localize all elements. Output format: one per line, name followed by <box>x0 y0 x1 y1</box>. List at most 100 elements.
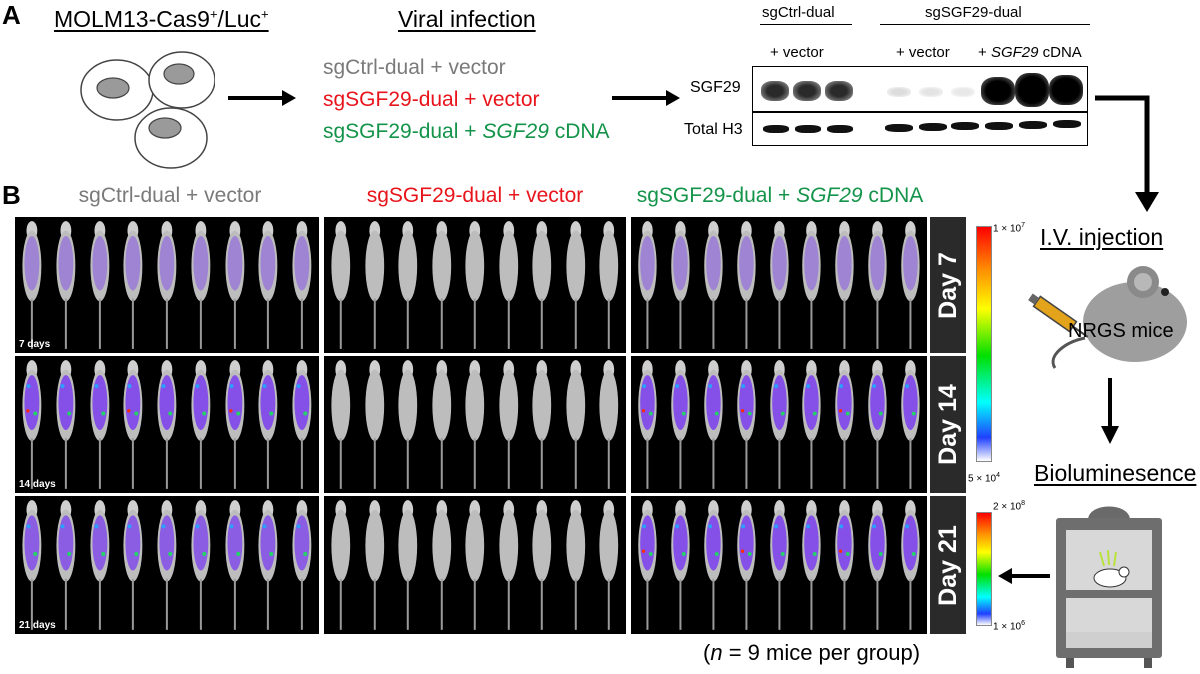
mouse <box>835 360 854 489</box>
mouse <box>499 221 518 349</box>
sample-size-note: (n = 9 mice per group) <box>703 640 920 666</box>
scale-2-min-base: 1 × 10 <box>993 621 1022 633</box>
day-label-1: 7 days <box>19 339 51 350</box>
mouse <box>704 360 723 489</box>
mouse <box>671 221 690 349</box>
mouse <box>465 360 485 489</box>
arrow-mice-to-bio <box>1101 378 1119 444</box>
mouse <box>331 500 351 630</box>
imaging-panel-ko-3 <box>324 496 626 634</box>
mouse <box>22 360 42 489</box>
mouse <box>157 221 177 349</box>
mouse <box>499 500 518 630</box>
panel-letter-b: B <box>2 180 21 210</box>
mouse <box>566 221 586 349</box>
mouse <box>532 221 552 349</box>
mouse <box>123 360 143 489</box>
mouse <box>331 221 351 349</box>
day-tag-7: Day 7 <box>930 217 966 353</box>
mouse <box>769 500 789 630</box>
mouse <box>364 221 384 349</box>
mouse <box>398 360 418 489</box>
mouse <box>638 360 657 489</box>
cell-line-name: MOLM13-Cas9 <box>54 6 210 32</box>
scale-1-min: 5 × 104 <box>968 472 1000 484</box>
scale-1-max-base: 1 × 10 <box>993 223 1022 235</box>
imaging-panel-ko-2 <box>324 356 626 493</box>
imaging-panel-rescue-3 <box>631 496 927 634</box>
mouse <box>292 360 312 489</box>
blot-sub-cdna: + SGF29 cDNA <box>978 44 1082 61</box>
iv-injection-title: I.V. injection <box>1040 224 1164 250</box>
blot-sub-vector-1: + vector <box>770 44 824 61</box>
mouse <box>599 360 619 489</box>
mouse <box>432 500 451 630</box>
mouse <box>736 500 756 630</box>
mouse <box>736 221 756 349</box>
mouse <box>56 360 76 489</box>
day-tag-21: Day 21 <box>930 496 966 634</box>
arrow-infection-to-blot <box>612 90 680 106</box>
blot-sub-cdna-ital: SGF29 <box>990 44 1039 61</box>
mouse <box>89 360 109 489</box>
mouse <box>258 221 278 349</box>
blot-sub-cdna-post: cDNA <box>1038 44 1082 61</box>
mouse <box>191 360 211 489</box>
mouse <box>532 500 552 630</box>
mouse <box>56 221 76 349</box>
cell-line-sup-1: + <box>209 6 218 22</box>
mouse <box>398 500 418 630</box>
mouse-injection-illustration <box>1028 266 1187 369</box>
mouse <box>22 500 42 630</box>
arrow-bio-to-panels <box>998 568 1050 584</box>
group-header-ctrl-text: sgCtrl-dual + vector <box>78 184 262 207</box>
sample-size-open: ( <box>703 640 711 665</box>
mouse <box>89 221 109 349</box>
mouse <box>901 360 920 489</box>
arrow-blot-to-injection <box>1095 95 1159 212</box>
group-header-rescue: sgSGF29-dual + SGF29 cDNA <box>620 184 940 208</box>
nrgs-mice-label: NRGS mice <box>1068 320 1174 342</box>
mouse <box>868 500 887 630</box>
blot-membrane-sgf29 <box>752 66 1088 112</box>
mouse <box>157 360 177 489</box>
scale-1-min-base: 5 × 10 <box>968 473 997 485</box>
group-line-rescue-post: cDNA <box>548 120 610 143</box>
group-line-ctrl-text: sgCtrl-dual + vector <box>323 56 506 79</box>
scale-1-min-exp: 4 <box>996 472 1000 479</box>
mouse <box>398 221 418 349</box>
mouse <box>599 221 619 349</box>
mouse <box>432 360 451 489</box>
infection-title: Viral infection <box>398 6 536 32</box>
imaging-panel-ctrl-2: 14 days <box>15 356 319 493</box>
mouse <box>671 360 690 489</box>
mouse <box>901 221 920 349</box>
imaging-panel-ko-1 <box>324 217 626 353</box>
group-line-ko-text: sgSGF29-dual + vector <box>323 88 540 111</box>
blot-sub-vector-2: + vector <box>896 44 950 61</box>
blot-header-ctrl: sgCtrl-dual <box>762 4 835 21</box>
mouse <box>769 360 789 489</box>
mouse <box>868 360 887 489</box>
group-line-rescue: sgSGF29-dual + SGF29 cDNA <box>323 120 610 144</box>
imaging-panel-ctrl-3: 21 days <box>15 496 319 634</box>
group-line-rescue-pre: sgSGF29-dual + <box>323 120 483 143</box>
scale-2-max-base: 2 × 10 <box>993 501 1022 513</box>
color-scale-bar-2 <box>976 512 992 626</box>
imaging-chamber-illustration <box>1056 506 1162 668</box>
mouse <box>258 500 278 630</box>
mouse <box>292 500 312 630</box>
mouse <box>532 360 552 489</box>
mouse <box>769 221 789 349</box>
day-tag-14-text: Day 14 <box>933 384 962 465</box>
mouse <box>123 221 143 349</box>
imaging-panel-rescue-1 <box>631 217 927 353</box>
mouse <box>258 360 278 489</box>
day-tag-14: Day 14 <box>930 356 966 493</box>
imaging-panel-ctrl-1: 7 days <box>15 217 319 353</box>
blot-header-ctrl-line <box>760 24 852 25</box>
blot-row-label-h3: Total H3 <box>684 121 743 138</box>
mouse <box>802 221 822 349</box>
mouse <box>331 360 351 489</box>
mouse <box>638 500 657 630</box>
